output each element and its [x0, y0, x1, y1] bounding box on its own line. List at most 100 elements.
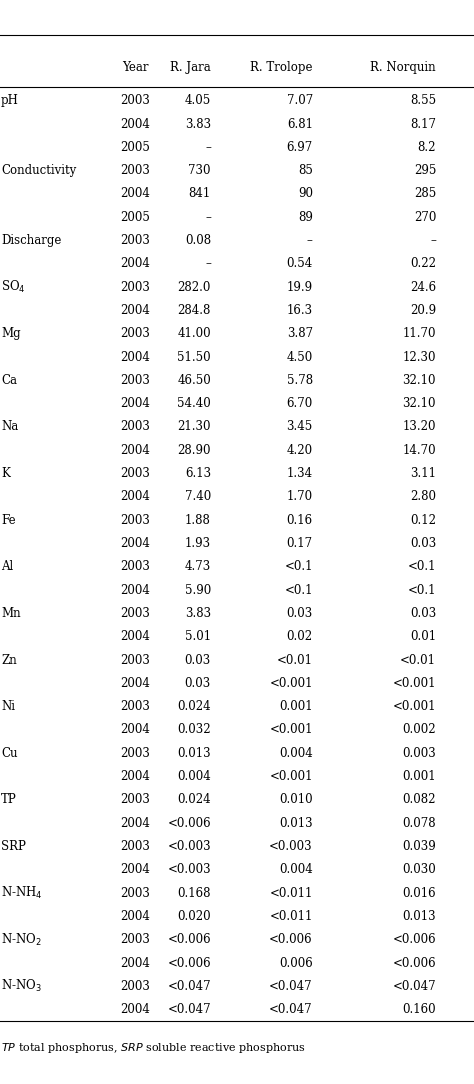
- Text: 0.22: 0.22: [410, 257, 436, 270]
- Text: Conductivity: Conductivity: [1, 164, 76, 177]
- Text: 2004: 2004: [120, 770, 150, 783]
- Text: Cu: Cu: [1, 747, 18, 760]
- Text: 6.70: 6.70: [287, 397, 313, 410]
- Text: 0.01: 0.01: [410, 630, 436, 643]
- Text: 2003: 2003: [120, 654, 150, 667]
- Text: 2004: 2004: [120, 723, 150, 736]
- Text: SO$_4$: SO$_4$: [1, 279, 26, 295]
- Text: 0.013: 0.013: [279, 816, 313, 829]
- Text: 1.34: 1.34: [287, 467, 313, 480]
- Text: 5.01: 5.01: [185, 630, 211, 643]
- Text: 85: 85: [298, 164, 313, 177]
- Text: –: –: [430, 234, 436, 247]
- Text: 2005: 2005: [120, 210, 150, 223]
- Text: 2003: 2003: [120, 327, 150, 340]
- Text: 270: 270: [414, 210, 436, 223]
- Text: 89: 89: [298, 210, 313, 223]
- Text: 28.90: 28.90: [177, 443, 211, 456]
- Text: 2004: 2004: [120, 863, 150, 876]
- Text: 4.73: 4.73: [185, 560, 211, 573]
- Text: 51.50: 51.50: [177, 350, 211, 363]
- Text: Discharge: Discharge: [1, 234, 61, 247]
- Text: N-NO$_3$: N-NO$_3$: [1, 978, 42, 994]
- Text: 13.20: 13.20: [402, 421, 436, 434]
- Text: Mg: Mg: [1, 327, 20, 340]
- Text: 0.013: 0.013: [177, 747, 211, 760]
- Text: 2004: 2004: [120, 956, 150, 969]
- Text: –: –: [205, 210, 211, 223]
- Text: <0.003: <0.003: [269, 840, 313, 853]
- Text: 1.70: 1.70: [287, 490, 313, 503]
- Text: Zn: Zn: [1, 654, 17, 667]
- Text: <0.1: <0.1: [408, 583, 436, 596]
- Text: <0.1: <0.1: [408, 560, 436, 573]
- Text: <0.001: <0.001: [269, 723, 313, 736]
- Text: 2004: 2004: [120, 443, 150, 456]
- Text: 2003: 2003: [120, 281, 150, 294]
- Text: 1.88: 1.88: [185, 514, 211, 527]
- Text: 8.17: 8.17: [410, 117, 436, 130]
- Text: Mn: Mn: [1, 607, 20, 620]
- Text: 2004: 2004: [120, 583, 150, 596]
- Text: 2004: 2004: [120, 909, 150, 922]
- Text: <0.047: <0.047: [167, 1003, 211, 1016]
- Text: Ca: Ca: [1, 374, 17, 387]
- Text: 0.032: 0.032: [177, 723, 211, 736]
- Text: 2003: 2003: [120, 560, 150, 573]
- Text: 32.10: 32.10: [402, 374, 436, 387]
- Text: 730: 730: [189, 164, 211, 177]
- Text: 284.8: 284.8: [178, 304, 211, 317]
- Text: <0.006: <0.006: [167, 956, 211, 969]
- Text: 0.03: 0.03: [185, 654, 211, 667]
- Text: 0.02: 0.02: [287, 630, 313, 643]
- Text: 2003: 2003: [120, 421, 150, 434]
- Text: 8.2: 8.2: [418, 141, 436, 154]
- Text: 2004: 2004: [120, 350, 150, 363]
- Text: <0.001: <0.001: [392, 676, 436, 689]
- Text: 8.55: 8.55: [410, 94, 436, 107]
- Text: 3.87: 3.87: [287, 327, 313, 340]
- Text: 1.93: 1.93: [185, 537, 211, 550]
- Text: 24.6: 24.6: [410, 281, 436, 294]
- Text: 0.024: 0.024: [177, 700, 211, 713]
- Text: 2004: 2004: [120, 188, 150, 201]
- Text: Fe: Fe: [1, 514, 16, 527]
- Text: <0.006: <0.006: [269, 933, 313, 946]
- Text: 2004: 2004: [120, 1003, 150, 1016]
- Text: <0.001: <0.001: [392, 700, 436, 713]
- Text: 0.03: 0.03: [410, 537, 436, 550]
- Text: Al: Al: [1, 560, 13, 573]
- Text: 0.004: 0.004: [279, 747, 313, 760]
- Text: 5.90: 5.90: [185, 583, 211, 596]
- Text: 2004: 2004: [120, 117, 150, 130]
- Text: <0.001: <0.001: [269, 770, 313, 783]
- Text: 46.50: 46.50: [177, 374, 211, 387]
- Text: <0.006: <0.006: [167, 933, 211, 946]
- Text: 2003: 2003: [120, 700, 150, 713]
- Text: 0.082: 0.082: [402, 793, 436, 806]
- Text: <0.003: <0.003: [167, 840, 211, 853]
- Text: –: –: [307, 234, 313, 247]
- Text: <0.1: <0.1: [284, 560, 313, 573]
- Text: <0.01: <0.01: [277, 654, 313, 667]
- Text: 2003: 2003: [120, 164, 150, 177]
- Text: pH: pH: [1, 94, 19, 107]
- Text: 0.006: 0.006: [279, 956, 313, 969]
- Text: TP: TP: [1, 793, 17, 806]
- Text: 32.10: 32.10: [402, 397, 436, 410]
- Text: 2004: 2004: [120, 537, 150, 550]
- Text: Na: Na: [1, 421, 18, 434]
- Text: 11.70: 11.70: [402, 327, 436, 340]
- Text: N-NO$_2$: N-NO$_2$: [1, 931, 42, 947]
- Text: 3.83: 3.83: [185, 607, 211, 620]
- Text: 7.07: 7.07: [287, 94, 313, 107]
- Text: 6.13: 6.13: [185, 467, 211, 480]
- Text: K: K: [1, 467, 10, 480]
- Text: 3.11: 3.11: [410, 467, 436, 480]
- Text: <0.011: <0.011: [269, 887, 313, 900]
- Text: 2004: 2004: [120, 304, 150, 317]
- Text: <0.01: <0.01: [400, 654, 436, 667]
- Text: <0.047: <0.047: [269, 980, 313, 993]
- Text: 2.80: 2.80: [410, 490, 436, 503]
- Text: 841: 841: [189, 188, 211, 201]
